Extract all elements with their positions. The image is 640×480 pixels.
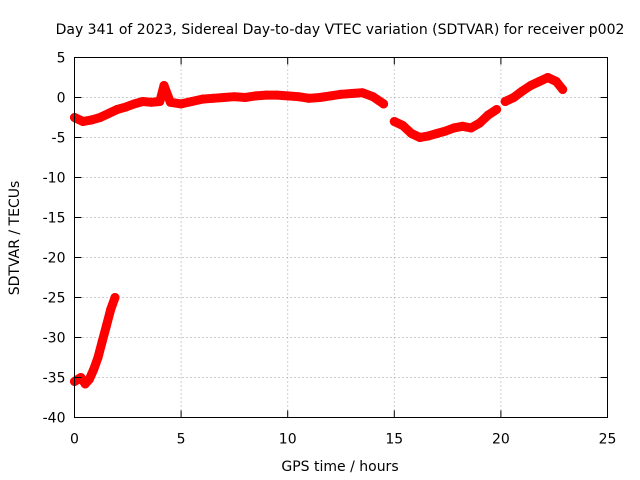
x-tick-label: 15 (385, 432, 403, 448)
data-point (129, 99, 139, 109)
y-tick-label: -15 (43, 211, 66, 227)
data-point (159, 81, 169, 90)
data-point (197, 94, 207, 104)
data-point (406, 129, 416, 138)
y-tick-label: -20 (43, 251, 66, 267)
y-tick-label: -25 (43, 291, 66, 307)
data-point (176, 99, 186, 109)
y-tick-label: -30 (43, 331, 66, 347)
data-point (543, 73, 553, 82)
data-point (93, 353, 103, 362)
y-tick-labels: 5 0 -5 -10 -15 -20 -25 -30 -35 -40 (43, 51, 66, 427)
data-point (95, 113, 105, 122)
y-tick-label: -35 (43, 371, 66, 387)
data-point (121, 102, 131, 112)
data-point (240, 93, 250, 102)
data-point (283, 91, 293, 101)
data-point (102, 321, 111, 330)
x-axis-label: GPS time / hours (281, 459, 398, 475)
grid-lines (74, 57, 608, 418)
data-point (165, 97, 175, 107)
data-point (357, 88, 367, 98)
x-tick-label: 20 (492, 432, 510, 448)
data-point (336, 89, 346, 99)
x-tick-label: 0 (70, 432, 79, 448)
data-point (187, 97, 197, 106)
plot-frame (74, 57, 608, 418)
series-line-2 (70, 81, 389, 126)
data-series (70, 73, 568, 389)
data-point (229, 92, 239, 102)
x-tick-labels: 0 5 10 15 20 25 (70, 432, 616, 448)
data-point (449, 123, 459, 133)
data-point (293, 92, 303, 102)
y-tick-label: 5 (57, 51, 66, 67)
chart-title: Day 341 of 2023, Sidereal Day-to-day VTE… (56, 22, 625, 38)
data-point (347, 89, 357, 98)
data-point (104, 109, 114, 118)
data-point (483, 110, 493, 120)
x-tick-label: 25 (599, 432, 617, 448)
y-tick-label: -40 (43, 411, 66, 427)
data-point (509, 93, 519, 102)
data-point (304, 93, 314, 103)
data-point (208, 93, 218, 103)
data-point (106, 305, 116, 314)
data-point (500, 97, 510, 106)
data-point (389, 117, 399, 126)
data-point (492, 105, 502, 114)
data-point (138, 97, 148, 106)
y-axis-label: SDTVAR / TECUs (7, 181, 23, 296)
data-point (219, 93, 229, 102)
data-point (251, 91, 261, 101)
data-point (415, 133, 425, 142)
data-point (379, 99, 389, 109)
data-point (526, 81, 536, 90)
data-point (398, 121, 408, 130)
y-tick-label: -10 (43, 171, 66, 187)
data-point (87, 115, 97, 125)
y-tick-label: -5 (52, 131, 66, 147)
data-point (423, 131, 433, 141)
data-point (78, 117, 88, 126)
data-point (155, 97, 165, 106)
data-point (551, 77, 561, 86)
data-point (110, 293, 120, 302)
x-tick-label: 10 (279, 432, 297, 448)
data-point (475, 118, 485, 128)
data-point (517, 86, 527, 96)
x-tick-label: 5 (177, 432, 186, 448)
data-point (325, 91, 335, 101)
axis-ticks (74, 57, 608, 418)
data-point (368, 92, 378, 102)
data-point (272, 90, 282, 100)
data-point (432, 129, 442, 138)
data-point (112, 105, 122, 114)
data-point (146, 97, 156, 107)
data-point (97, 337, 107, 346)
data-point (441, 126, 450, 136)
data-point (89, 365, 99, 374)
data-point (558, 85, 568, 94)
data-point (466, 123, 476, 133)
data-point (458, 121, 467, 131)
y-tick-label: 0 (57, 91, 66, 107)
data-point (84, 374, 94, 384)
data-point (261, 90, 271, 100)
data-point (534, 77, 544, 86)
data-point (315, 93, 325, 102)
